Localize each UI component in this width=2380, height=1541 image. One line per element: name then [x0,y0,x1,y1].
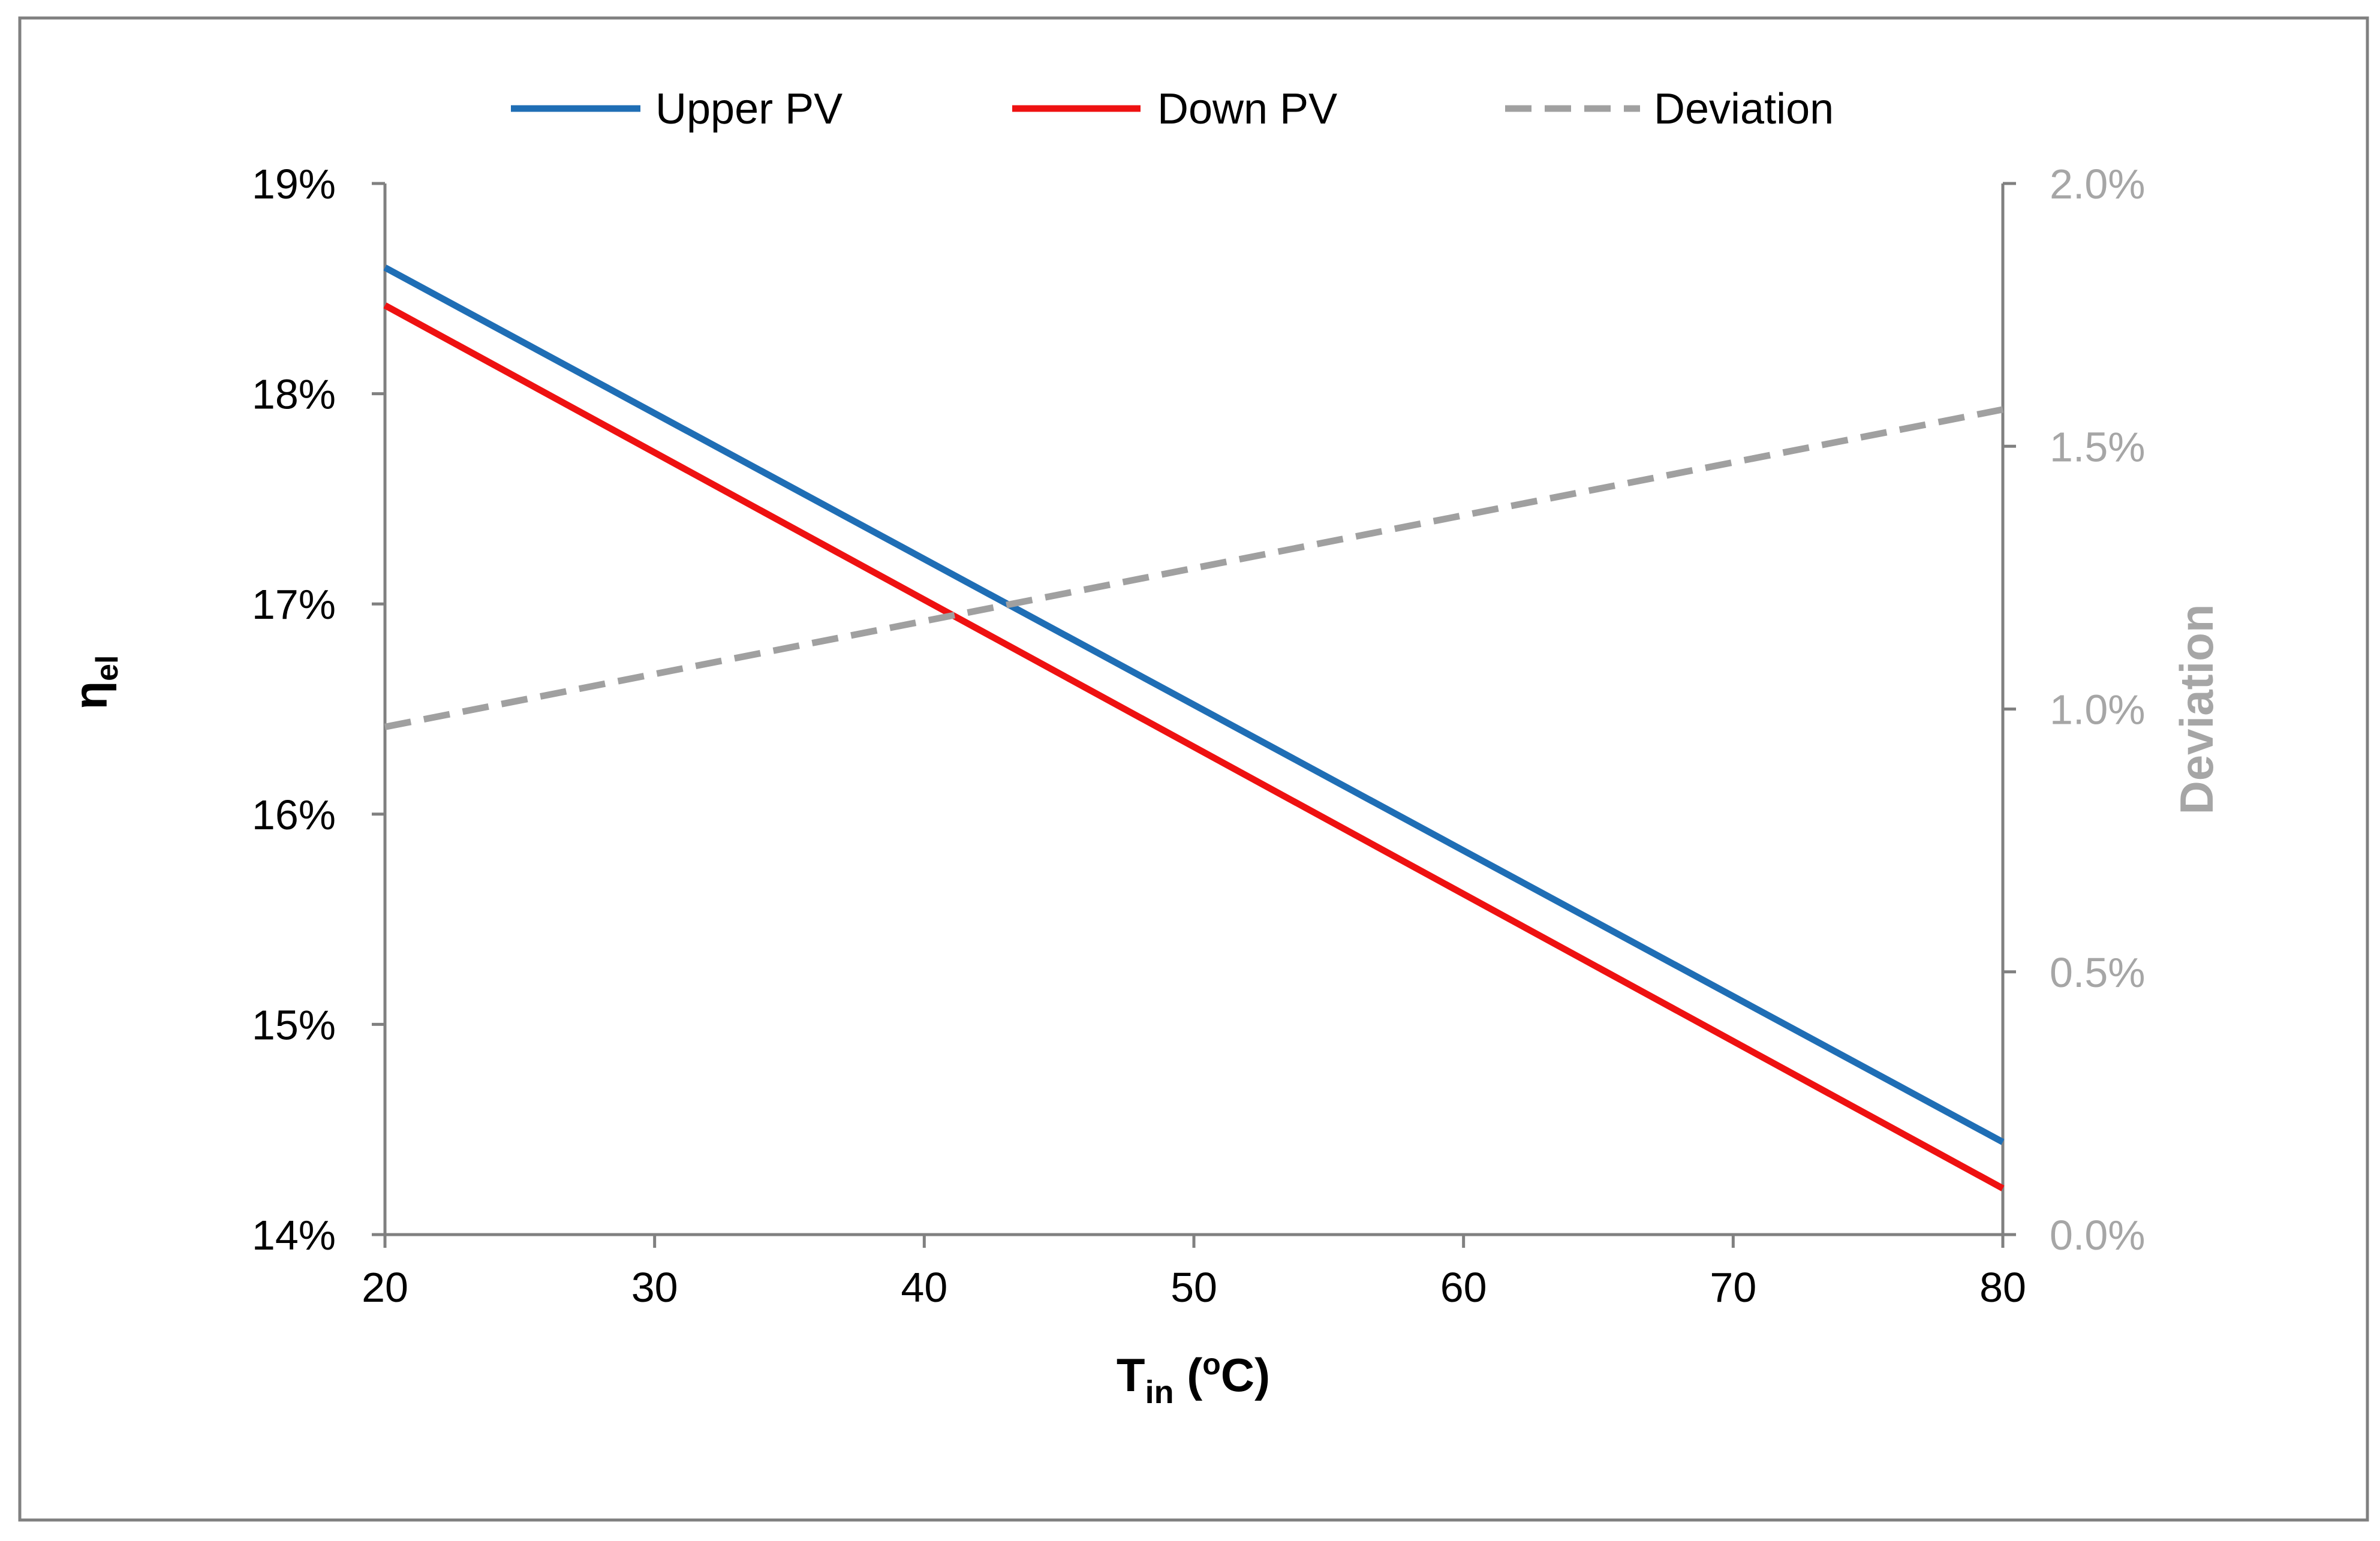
x-axis-title-unit: C) [1221,1349,1270,1401]
y-tick-label-right: 1.5% [2050,423,2146,470]
y-tick-label-left: 16% [252,791,336,838]
x-tick-label: 20 [362,1264,408,1311]
x-axis-title-main: T [1117,1349,1145,1401]
x-tick-label: 30 [631,1264,678,1311]
x-axis-title-paren: ( [1174,1349,1203,1401]
series-line-down-pv [383,302,2005,1191]
x-tick-label: 60 [1440,1264,1487,1311]
y-tick-label-right: 1.0% [2050,687,2146,733]
x-axis-title: Tin (oC) [1117,1347,1270,1410]
legend-label-upper-pv: Upper PV [655,85,843,133]
x-tick-label: 70 [1710,1264,1756,1311]
y-tick-label-right: 0.0% [2050,1212,2146,1259]
legend-label-down-pv: Down PV [1157,85,1337,133]
y-tick-label-right: 2.0% [2050,161,2146,207]
x-axis-title-subscript: in [1145,1374,1174,1410]
x-tick-label: 40 [901,1264,947,1311]
legend-label-deviation: Deviation [1654,85,1834,133]
x-axis-title-degree: o [1202,1347,1221,1381]
x-tick-label: 80 [1979,1264,2026,1311]
chart-frame [18,16,2369,1522]
y-tick-label-right: 0.5% [2050,949,2146,996]
y-axis-title-right: Deviation [2170,604,2223,814]
series-line-upper-pv [383,264,2005,1145]
y-tick-label-left: 19% [252,161,336,207]
y-tick-label-left: 17% [252,581,336,628]
y-tick-label-left: 15% [252,1001,336,1048]
y-axis-title-left: ηel [64,655,125,709]
y-tick-label-left: 14% [252,1212,336,1259]
y-axis-title-subscript: el [90,655,125,681]
y-tick-label-left: 18% [252,371,336,418]
y-axis-title-main: η [64,681,117,710]
x-tick-label: 50 [1171,1264,1217,1311]
